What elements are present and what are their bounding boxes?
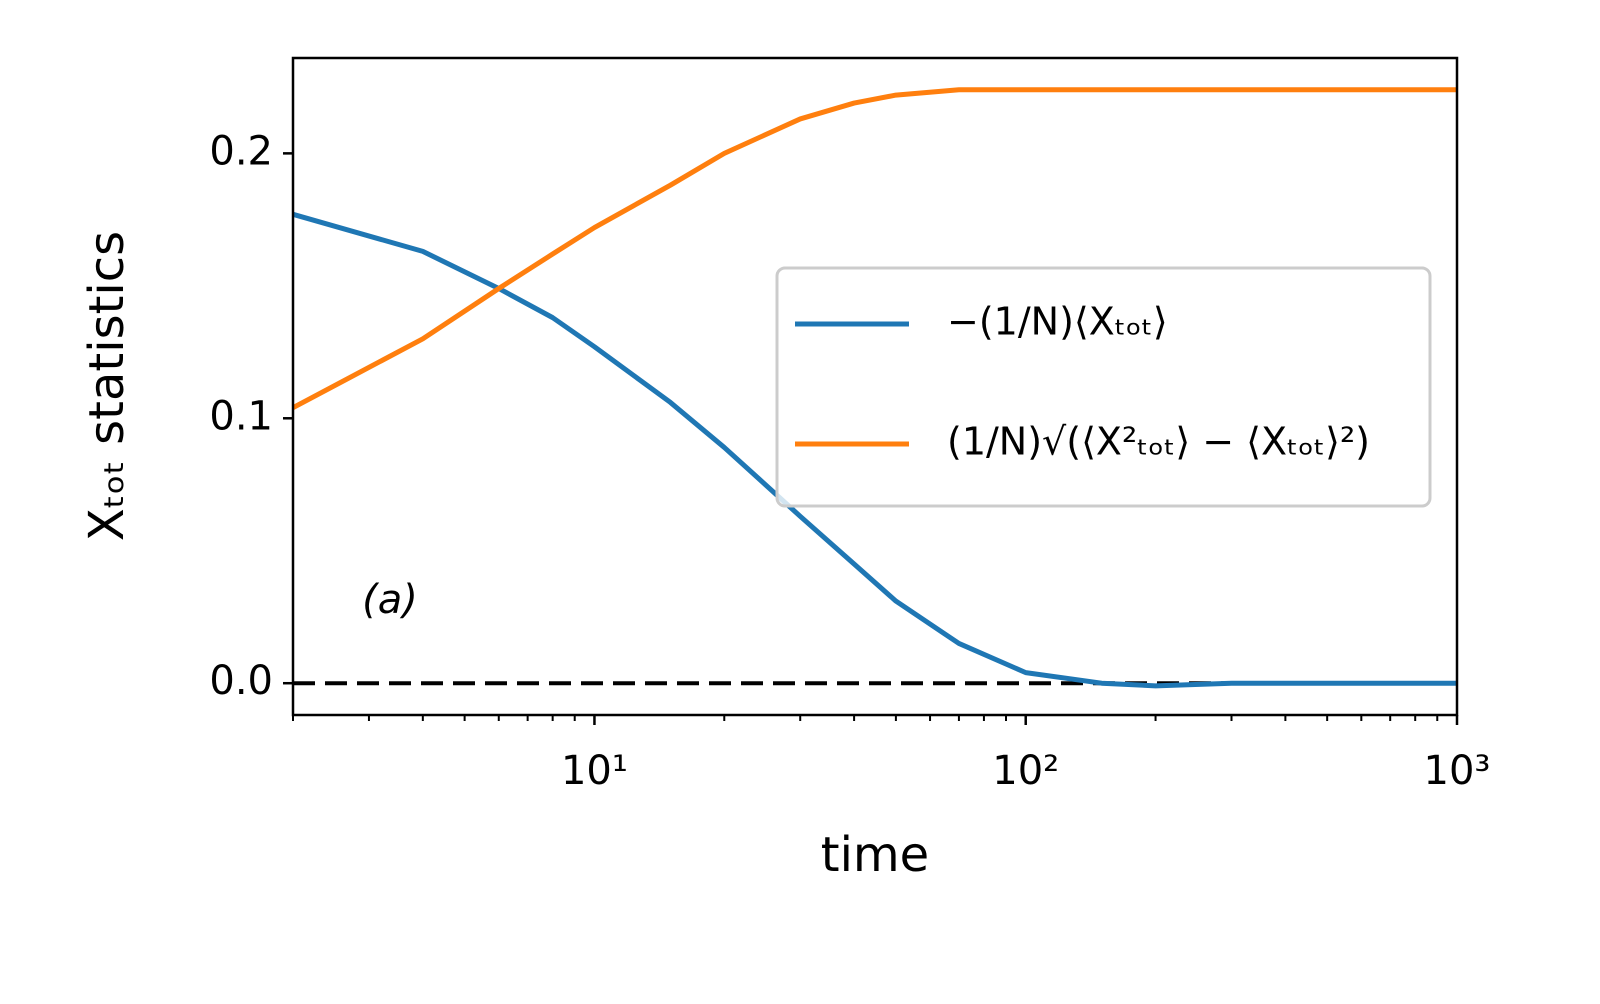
x-tick-label: 10¹	[561, 748, 628, 794]
y-tick-label: 0.2	[209, 128, 273, 174]
series-line	[291, 87, 1457, 410]
legend-label: (1/N)√(⟨X²ₜₒₜ⟩ − ⟨Xₜₒₜ⟩²)	[947, 420, 1370, 464]
legend-label: −(1/N)⟨Xₜₒₜ⟩	[947, 300, 1168, 344]
panel-annotation: (a)	[362, 577, 418, 623]
y-axis-label: Xₜₒₜ statistics	[79, 231, 135, 541]
legend-box	[775, 266, 1432, 508]
y-tick-label: 0.1	[209, 393, 273, 439]
x-tick-label: 10³	[1424, 748, 1491, 794]
y-tick-label: 0.0	[209, 658, 273, 704]
x-axis-label: time	[821, 827, 929, 883]
x-tick-label: 10²	[992, 748, 1059, 794]
series-line	[292, 211, 1457, 689]
plot-frame	[291, 56, 1459, 717]
